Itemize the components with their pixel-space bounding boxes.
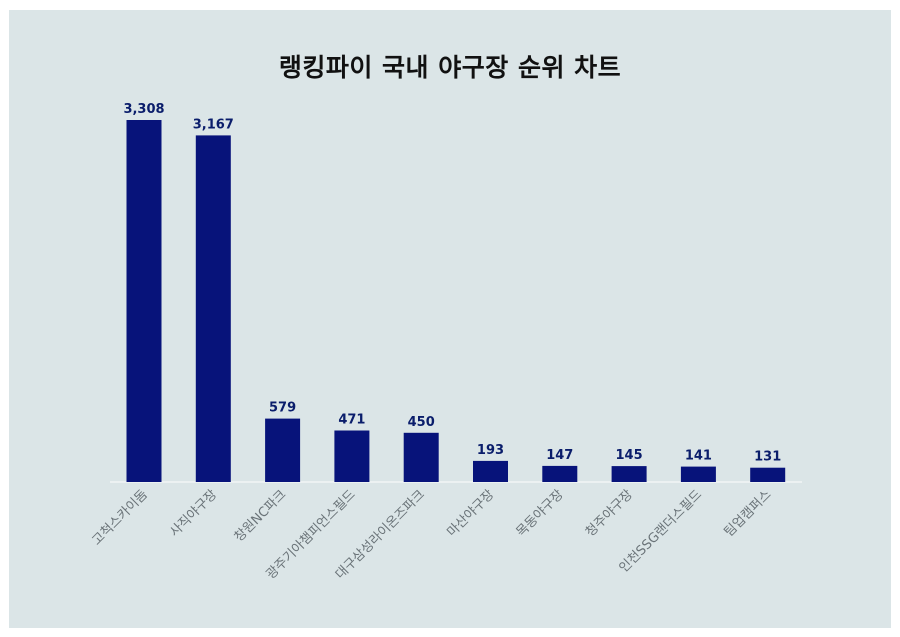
bar-7 [542, 465, 578, 482]
value-labels-group: 3,308 3,167 579 471 450 193 147 145 141 131 [123, 102, 781, 465]
category-label-2: 사직야구장 [167, 487, 220, 540]
value-label-9: 141 [685, 449, 712, 464]
category-label-3: 창원NC파크 [232, 487, 290, 545]
category-label-10: 팀업캠퍼스 [722, 487, 775, 540]
chart-title: 랭킹파이 국내 야구장 순위 차트 [278, 53, 622, 82]
category-label-1: 고척스카이돔 [89, 487, 150, 548]
bar-8 [611, 466, 647, 482]
bar-1 [126, 120, 162, 482]
category-label-8: 청주야구장 [583, 487, 636, 540]
category-label-6: 마산야구장 [444, 487, 497, 540]
value-label-10: 131 [754, 450, 781, 465]
value-label-8: 145 [616, 448, 643, 463]
bar-2 [195, 135, 231, 482]
bar-9 [680, 466, 716, 482]
bars-group [126, 120, 786, 482]
bar-6 [473, 460, 508, 482]
value-label-3: 579 [269, 401, 296, 416]
value-label-4: 471 [338, 413, 365, 428]
value-label-7: 147 [546, 448, 573, 463]
category-label-7: 목동야구장 [514, 487, 567, 540]
bar-3 [265, 418, 301, 482]
bar-4 [334, 430, 370, 482]
value-label-1: 3,308 [123, 102, 164, 117]
bar-5 [403, 432, 439, 482]
value-label-5: 450 [408, 415, 435, 430]
value-label-6: 193 [477, 443, 504, 458]
bar-10 [750, 467, 786, 482]
value-label-2: 3,167 [193, 117, 234, 132]
